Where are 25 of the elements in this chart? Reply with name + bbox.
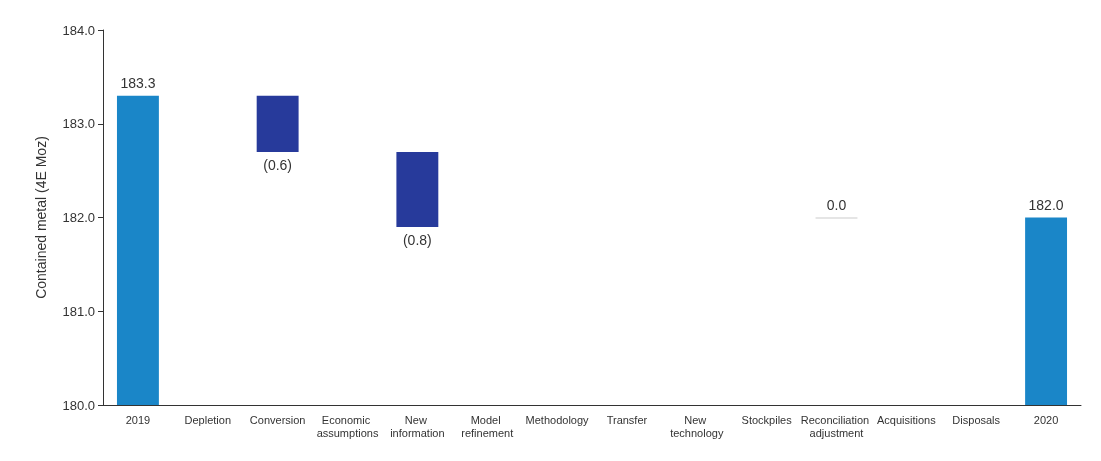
y-axis-title: Contained metal (4E Moz) xyxy=(33,136,49,299)
data-label: 183.3 xyxy=(120,74,156,91)
x-tick-label: 2019 xyxy=(125,413,151,426)
x-tick-label: Stockpiles xyxy=(741,413,793,426)
data-label: 0.0 xyxy=(826,196,847,213)
y-tick-label: 184.0 xyxy=(62,22,95,38)
data-label: 182.0 xyxy=(1028,196,1064,213)
y-tick-label: 180.0 xyxy=(62,397,95,413)
data-label: (0.6) xyxy=(263,156,293,173)
data-label: (0.8) xyxy=(402,231,432,248)
y-tick-label: 182.0 xyxy=(62,210,95,225)
x-tick-label: Transfer xyxy=(606,413,648,426)
x-tick-label: 2020 xyxy=(1033,413,1059,426)
y-tick-label: 181.0 xyxy=(62,303,95,319)
x-tick-label: New technology xyxy=(670,413,724,439)
x-tick-label: Reconciliation adjustment xyxy=(800,413,873,439)
x-tick-label: Economic assumptions xyxy=(316,413,379,439)
x-tick-label: Model refinement xyxy=(461,413,514,439)
x-tick-label: Acquisitions xyxy=(877,413,937,426)
y-tick-label: 183.0 xyxy=(62,116,95,132)
x-tick-label: Depletion xyxy=(184,413,232,426)
x-tick-label: New information xyxy=(390,413,445,439)
x-tick-label: Methodology xyxy=(525,413,590,426)
x-tick-label: Disposals xyxy=(952,413,1001,426)
x-tick-label: Conversion xyxy=(249,413,306,426)
